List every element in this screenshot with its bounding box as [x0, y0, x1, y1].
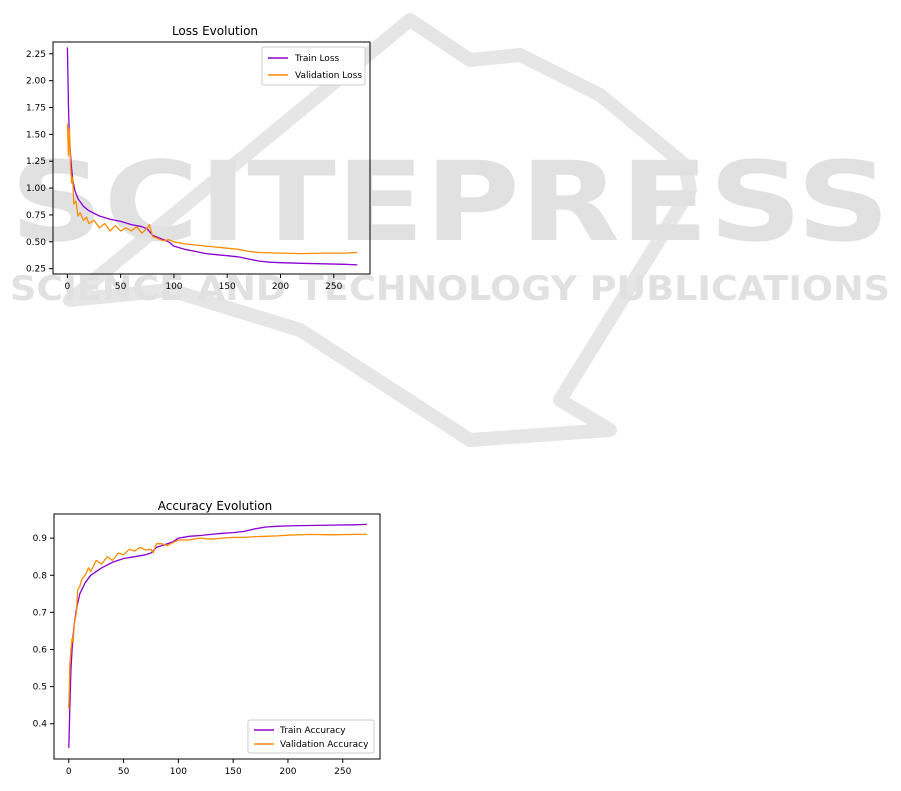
watermark-book-shape: [63, 13, 697, 447]
y-tick-label: 1.00: [26, 184, 46, 194]
series-line-train-loss: [66, 47, 358, 266]
y-tick-label: 0.7: [33, 608, 47, 618]
x-tick-label: 100: [170, 767, 187, 777]
y-tick-label: 0.75: [26, 211, 46, 221]
accuracy-chart: Accuracy Evolution 0 50 100 150 200 250 0.4 0.5…: [33, 499, 381, 777]
y-tick-label: 2.25: [26, 50, 46, 60]
y-tick-label: 0.5: [33, 683, 47, 693]
legend-label: Train Accuracy: [279, 726, 346, 736]
watermark: SCITEPRESS SCIENCE AND TECHNOLOGY PUBLIC…: [10, 13, 890, 447]
y-tick-label: 1.75: [26, 104, 46, 114]
y-tick-label: 0.4: [33, 720, 48, 730]
x-tick-label: 200: [272, 282, 289, 292]
legend-label: Train Loss: [294, 54, 340, 64]
legend-label: Validation Accuracy: [280, 740, 369, 750]
x-tick-label: 250: [325, 282, 342, 292]
y-tick-label: 1.50: [26, 130, 46, 140]
y-tick-label: 0.6: [33, 645, 48, 655]
y-tick-label: 0.25: [26, 265, 46, 275]
plot-frame: [53, 513, 381, 760]
legend-label: Validation Loss: [295, 71, 362, 81]
x-tick-label: 50: [118, 767, 130, 777]
plot-frame: [52, 41, 371, 275]
watermark-title: SCITEPRESS: [10, 138, 890, 266]
x-tick-label: 0: [66, 767, 72, 777]
series-line-validation-accuracy: [68, 533, 367, 709]
series-line-validation-loss: [66, 123, 358, 255]
y-tick-label: 0.9: [33, 534, 48, 544]
x-tick-label: 100: [165, 282, 182, 292]
y-tick-label: 0.50: [26, 238, 46, 248]
legend-box: [247, 719, 375, 754]
x-tick-label: 150: [225, 767, 242, 777]
watermark-subtitle: SCIENCE AND TECHNOLOGY PUBLICATIONS: [10, 269, 890, 309]
chart-title: Loss Evolution: [172, 24, 258, 38]
legend: Train Accuracy Validation Accuracy: [247, 719, 375, 754]
loss-chart: Loss Evolution 0 50 100 150 200 250 0.25 0.50 0.…: [26, 24, 371, 292]
x-tick-label: 50: [115, 282, 127, 292]
x-tick-label: 250: [334, 767, 351, 777]
legend: Train Loss Validation Loss: [261, 46, 366, 86]
x-tick-label: 0: [65, 282, 71, 292]
series-line-train-accuracy: [68, 523, 367, 748]
x-tick-label: 150: [219, 282, 236, 292]
chart-title: Accuracy Evolution: [158, 499, 273, 513]
y-tick-label: 1.25: [26, 157, 46, 167]
y-tick-label: 0.8: [33, 571, 48, 581]
x-tick-label: 200: [279, 767, 296, 777]
y-tick-label: 2.00: [26, 77, 46, 87]
